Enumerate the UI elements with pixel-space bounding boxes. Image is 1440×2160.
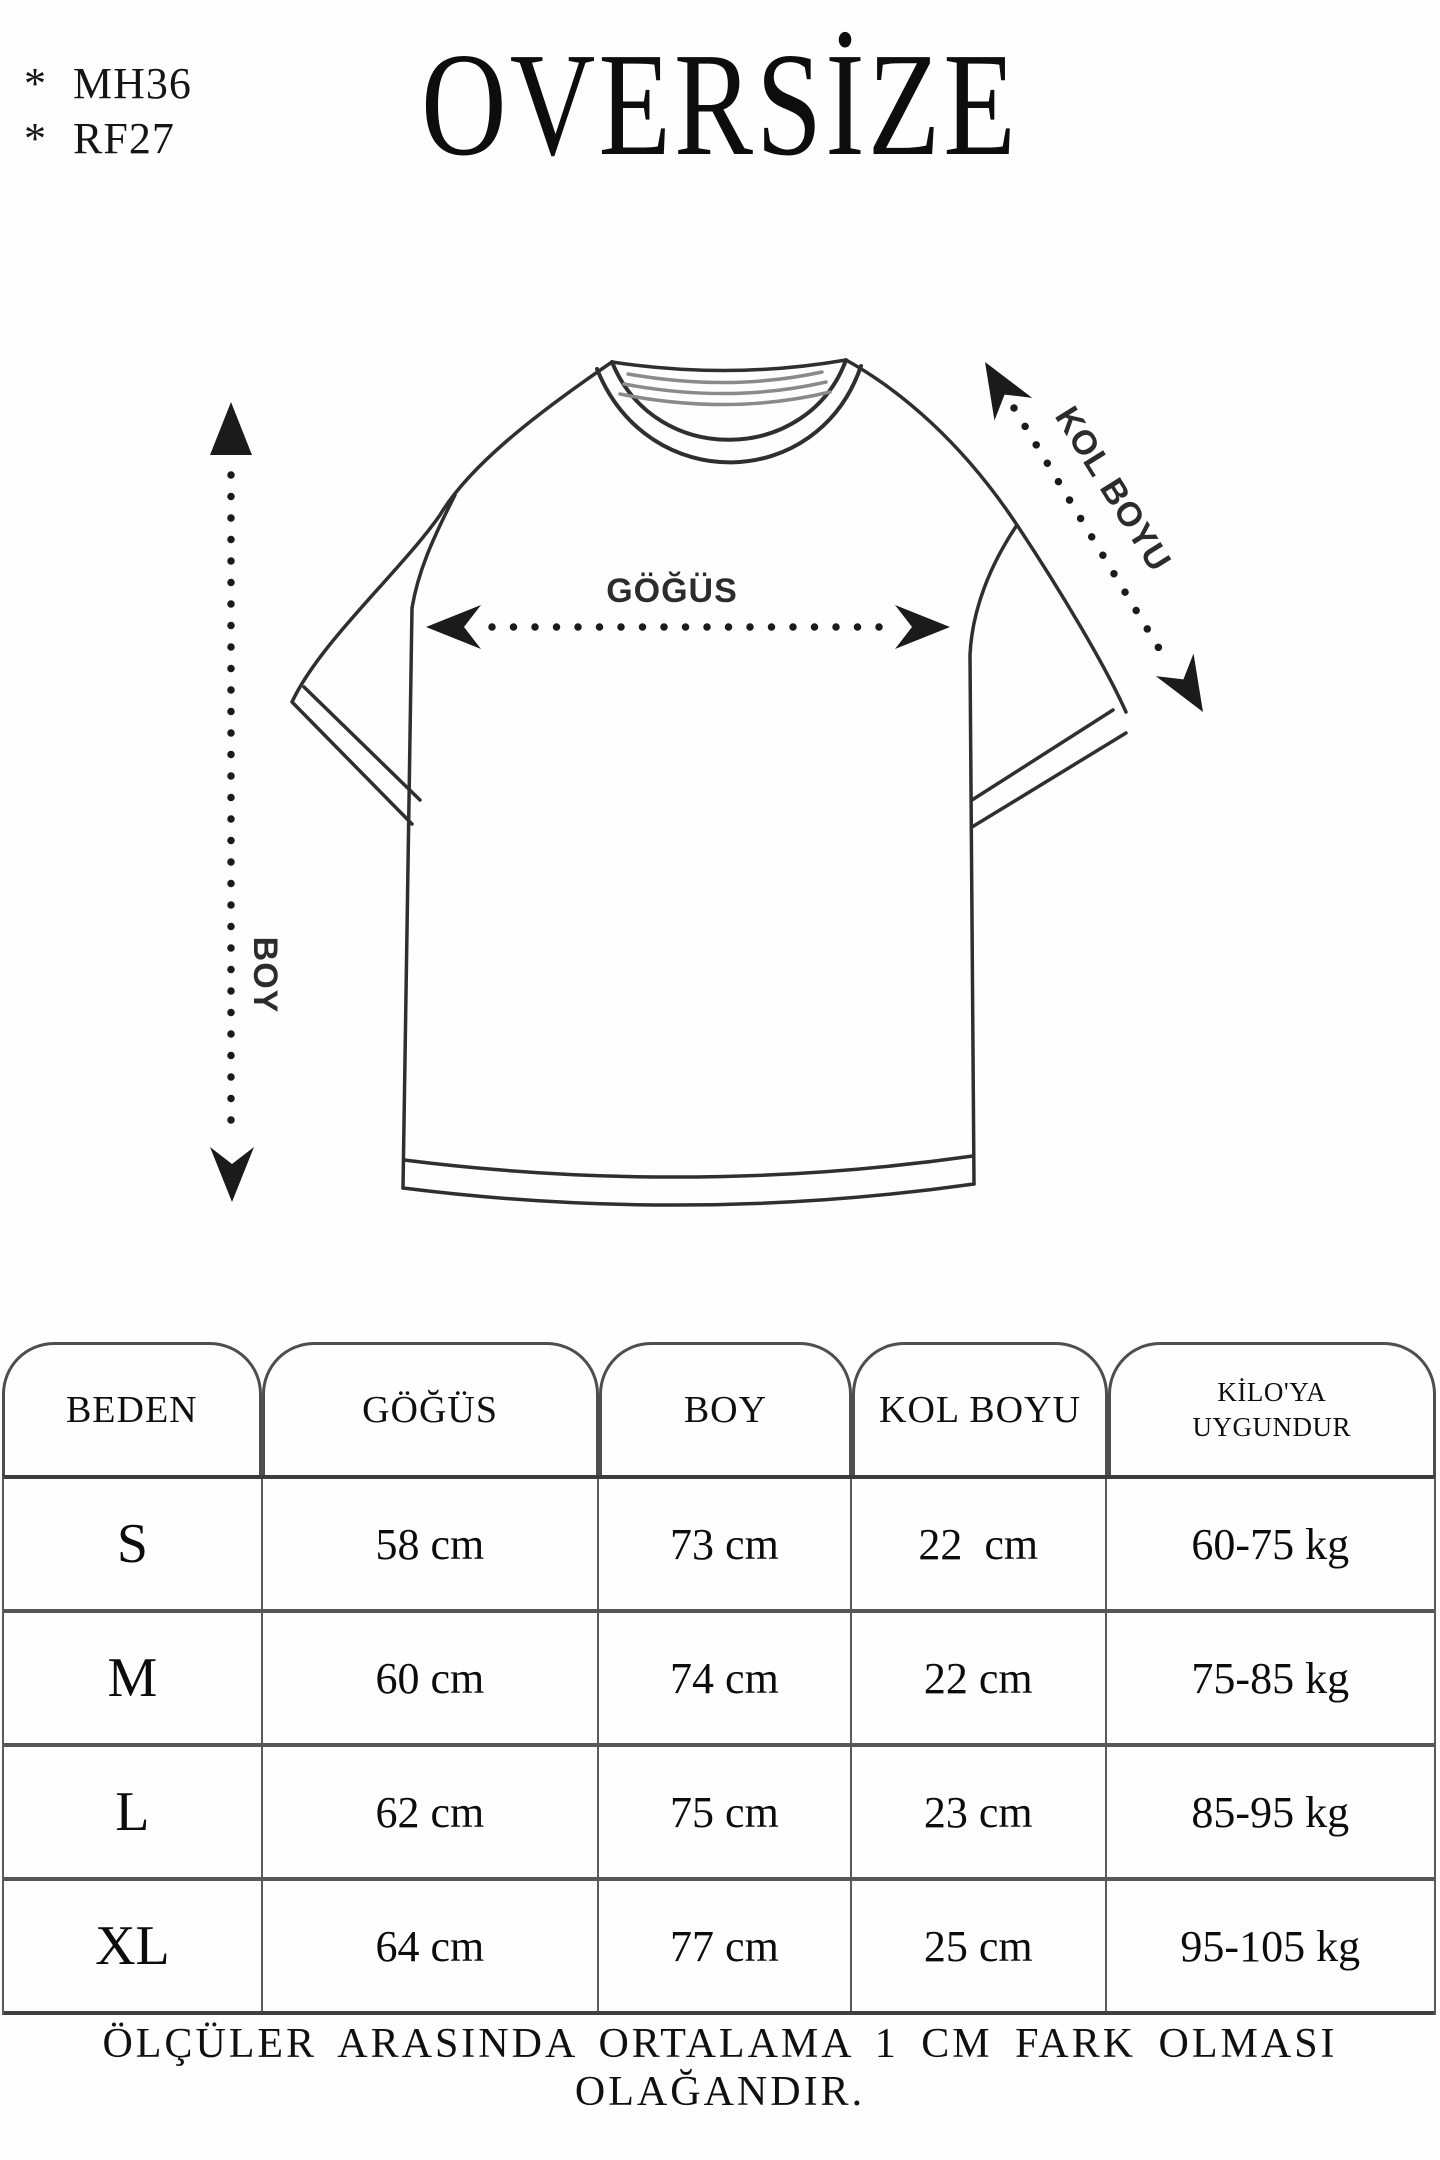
table-row: L 62 cm 75 cm 23 cm 85-95 kg	[4, 1747, 1434, 1881]
product-code-line: * MH36	[24, 59, 192, 108]
chest-arrow	[426, 605, 950, 649]
column-header-kol-boyu: KOL BOYU	[852, 1342, 1108, 1475]
cell-sleeve: 22 cm	[852, 1613, 1107, 1743]
cell-chest: 62 cm	[263, 1747, 599, 1877]
table-row: M 60 cm 74 cm 22 cm 75-85 kg	[4, 1613, 1434, 1747]
cell-sleeve: 25 cm	[852, 1881, 1107, 2011]
cell-weight: 75-85 kg	[1191, 1653, 1350, 1703]
sleeve-arrow	[985, 362, 1203, 712]
table-row: XL 64 cm 77 cm 25 cm 95-105 kg	[4, 1881, 1434, 2015]
size-table: BEDEN GÖĞÜS BOY KOL BOYU KİLO'YA UYGUNDU…	[2, 1342, 1436, 2015]
cell-size: M	[4, 1613, 263, 1743]
cell-length: 75 cm	[599, 1747, 852, 1877]
cell-weight: 60-75 kg	[1191, 1519, 1350, 1569]
collar-ribbing	[618, 370, 832, 407]
column-header-gogus: GÖĞÜS	[261, 1342, 599, 1475]
size-table-header: BEDEN GÖĞÜS BOY KOL BOYU KİLO'YA UYGUNDU…	[2, 1342, 1436, 1475]
tshirt-outline	[290, 358, 1128, 1207]
cell-length: 73 cm	[599, 1479, 852, 1609]
cell-length: 74 cm	[599, 1613, 852, 1743]
cell-weight: 95-105 kg	[1180, 1921, 1361, 1971]
column-header-boy: BOY	[598, 1342, 853, 1475]
cell-size: S	[4, 1479, 263, 1609]
cell-size: L	[4, 1747, 263, 1877]
product-code-line: * RF27	[24, 114, 175, 163]
cell-length: 77 cm	[599, 1881, 852, 2011]
cell-weight: 85-95 kg	[1191, 1787, 1350, 1837]
cell-sleeve: 23 cm	[852, 1747, 1107, 1877]
product-codes: * MH36 * RF27	[24, 56, 192, 166]
cell-chest: 60 cm	[263, 1613, 599, 1743]
cell-chest: 64 cm	[263, 1881, 599, 2011]
length-arrow	[210, 402, 254, 1202]
column-header-kilo: KİLO'YA UYGUNDUR	[1107, 1342, 1436, 1475]
chest-measure-label: GÖĞÜS	[606, 572, 738, 610]
size-table-body: S 58 cm 73 cm 22 cm 60-75 kg M 60 cm 74 …	[2, 1475, 1436, 2015]
table-row: S 58 cm 73 cm 22 cm 60-75 kg	[4, 1479, 1434, 1613]
cell-size: XL	[4, 1881, 263, 2011]
tolerance-note: ÖLÇÜLER ARASINDA ORTALAMA 1 CM FARK OLMA…	[102, 2021, 1338, 2115]
length-measure-label: BOY	[246, 936, 285, 1014]
page-title: OVERSİZE	[421, 23, 1019, 187]
column-header-beden: BEDEN	[2, 1342, 262, 1475]
cell-sleeve: 22 cm	[852, 1479, 1107, 1609]
cell-chest: 58 cm	[263, 1479, 599, 1609]
